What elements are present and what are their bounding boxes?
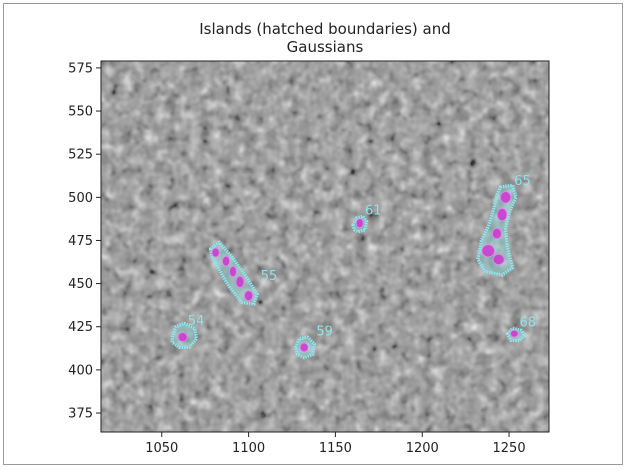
x-tick-label: 1200 <box>406 441 439 456</box>
x-tick-label: 1150 <box>319 441 352 456</box>
gaussian-ellipse <box>229 265 237 278</box>
gaussian-ellipse <box>244 290 254 302</box>
gaussian-ellipse <box>299 342 309 353</box>
island-label: 61 <box>365 204 382 219</box>
x-tick-label: 1100 <box>232 441 265 456</box>
island-59: 59 <box>293 324 333 360</box>
x-tick-label: 1050 <box>145 441 178 456</box>
y-tick-label: 475 <box>68 234 93 249</box>
gaussian-ellipse <box>211 247 220 258</box>
gaussian-ellipse <box>481 244 495 258</box>
y-tick-label: 575 <box>68 61 93 76</box>
gaussian-ellipse <box>499 191 512 204</box>
gaussian-ellipse <box>355 218 364 229</box>
island-65: 65 <box>476 174 531 277</box>
gaussian-ellipse <box>177 332 188 342</box>
gaussian-ellipse <box>492 253 505 266</box>
x-tick-label: 1250 <box>493 441 526 456</box>
island-54: 54 <box>170 314 205 349</box>
y-tick-label: 500 <box>68 191 93 206</box>
island-label: 65 <box>514 174 531 189</box>
y-tick-label: 525 <box>68 148 93 163</box>
gaussian-ellipse <box>491 227 502 240</box>
y-tick-label: 400 <box>68 363 93 378</box>
gaussian-ellipse <box>221 255 231 267</box>
y-tick-label: 375 <box>68 407 93 422</box>
y-axis: 375 400 425 450 475 500 525 550 575 <box>68 61 101 422</box>
y-tick-label: 425 <box>68 320 93 335</box>
plot-axes-frame <box>100 60 550 433</box>
island-label: 68 <box>519 316 536 331</box>
island-label: 55 <box>261 269 278 284</box>
gaussian-ellipse <box>235 275 245 288</box>
gaussian-ellipse <box>496 208 508 222</box>
island-label: 59 <box>316 324 333 339</box>
island-68: 68 <box>505 316 536 343</box>
y-tick-label: 450 <box>68 277 93 292</box>
chart-title-line-1: Islands (hatched boundaries) and <box>199 20 451 38</box>
chart-title: Islands (hatched boundaries) and Gaussia… <box>199 20 451 56</box>
gaussian-ellipse <box>510 329 519 338</box>
x-axis: 1050 1100 1150 1200 1250 <box>145 432 526 456</box>
island-55: 55 <box>208 240 278 306</box>
island-label: 54 <box>188 314 205 329</box>
chart-title-line-2: Gaussians <box>287 38 364 56</box>
plot-noise-texture <box>101 61 549 432</box>
y-tick-label: 550 <box>68 105 93 120</box>
islands-layer: 54 55 59 61 65 68 <box>170 174 536 360</box>
island-61: 61 <box>351 204 382 234</box>
